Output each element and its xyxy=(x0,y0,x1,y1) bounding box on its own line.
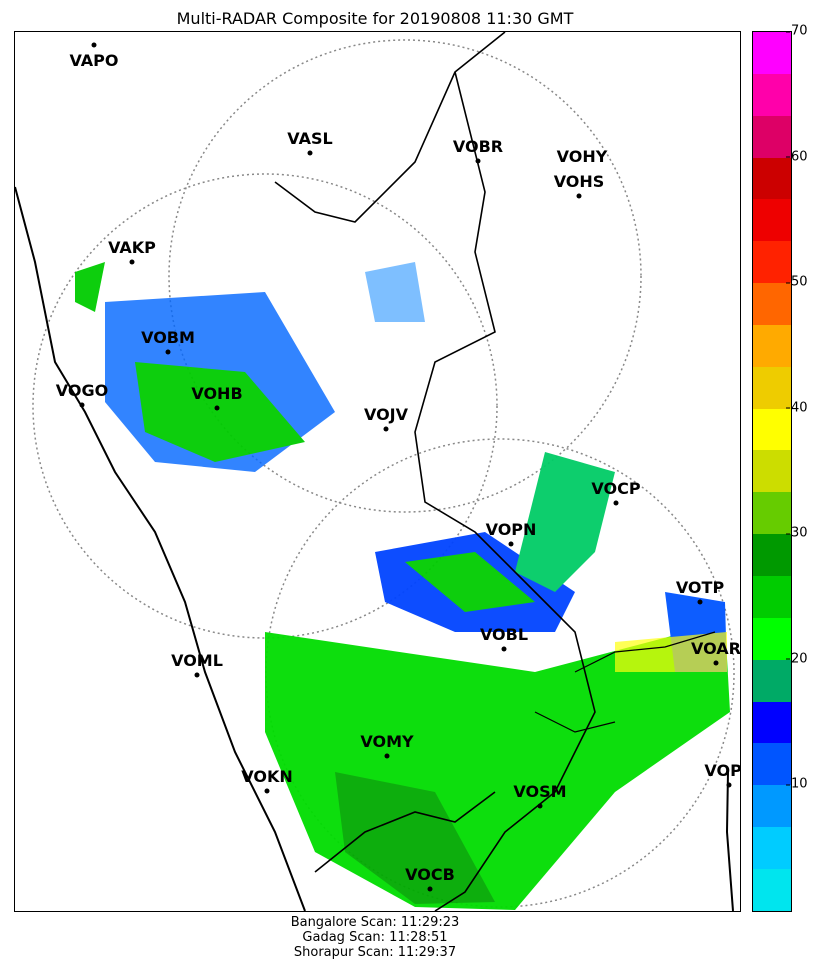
station-dot xyxy=(475,158,481,164)
station-label: VOML xyxy=(171,651,223,670)
colorbar-segment xyxy=(753,241,791,284)
colorbar-segment xyxy=(753,492,791,535)
scan-time-gadag: Gadag Scan: 11:28:51 xyxy=(302,930,448,945)
station-label: VOHB xyxy=(191,384,243,403)
station-label: VOBR xyxy=(452,137,504,156)
map-title: Multi-RADAR Composite for 20190808 11:30… xyxy=(176,9,574,28)
colorbar-tick-label: 30 xyxy=(786,525,808,541)
colorbar-tick-label: 70 xyxy=(786,23,808,39)
station-dot xyxy=(165,349,171,355)
colorbar-segment xyxy=(753,743,791,786)
colorbar-segment xyxy=(753,283,791,325)
station-label: VOPC xyxy=(704,761,741,780)
station-dot xyxy=(537,803,543,809)
colorbar-segment xyxy=(753,575,791,618)
station-dot xyxy=(264,788,270,794)
colorbar-segment xyxy=(753,659,791,702)
station-label: VASL xyxy=(287,129,333,148)
station-dot xyxy=(508,541,514,547)
colorbar-tick-label: 10 xyxy=(786,776,808,792)
range-ring-shorapur xyxy=(168,39,642,513)
station-label: VAKP xyxy=(108,238,156,257)
station-label: VOHY xyxy=(556,147,608,166)
colorbar-segment xyxy=(753,785,791,828)
station-label: VOTP xyxy=(675,578,725,597)
station-dot xyxy=(79,402,85,408)
station-label: VOMY xyxy=(360,732,414,751)
station-dot xyxy=(697,599,703,605)
colorbar-segment xyxy=(753,115,791,158)
station-label: VOBL xyxy=(479,625,529,644)
colorbar-segment xyxy=(753,408,791,451)
state-boundary xyxy=(274,32,596,911)
station-label: VOSM xyxy=(513,782,567,801)
colorbar-tick-label: 60 xyxy=(786,149,808,165)
colorbar-segment xyxy=(753,868,791,911)
station-label: VAPO xyxy=(69,51,119,70)
map-canvas xyxy=(15,32,735,911)
colorbar-segment xyxy=(753,827,791,869)
colorbar-segment xyxy=(753,617,791,660)
scan-time-bangalore: Bangalore Scan: 11:29:23 xyxy=(290,915,460,930)
station-label: VOPN xyxy=(485,520,537,539)
station-dot xyxy=(91,42,97,48)
station-dot xyxy=(576,193,582,199)
colorbar-tick-label: 50 xyxy=(786,274,808,290)
colorbar-segment xyxy=(753,701,791,744)
east-coastline xyxy=(725,771,734,911)
colorbar-segment xyxy=(753,324,791,367)
station-label: VOCB xyxy=(405,865,455,884)
colorbar-tick-label: 40 xyxy=(786,400,808,416)
station-dot xyxy=(713,660,719,666)
colorbar-segment xyxy=(753,450,791,493)
station-dot xyxy=(501,646,507,652)
colorbar-segment xyxy=(753,32,791,74)
station-label: VOKN xyxy=(241,767,293,786)
station-dot xyxy=(383,426,389,432)
station-label: VOAR xyxy=(691,639,741,658)
station-label: VOJV xyxy=(363,405,409,424)
radar-map: VAPO VASL VOBR VOHY VOHS VAKP VOBM VOGO … xyxy=(14,31,741,912)
station-dot xyxy=(307,150,313,156)
colorbar-segment xyxy=(753,366,791,409)
colorbar-segment xyxy=(753,199,791,242)
station-dot xyxy=(613,500,619,506)
station-label: VOBM xyxy=(141,328,195,347)
colorbar-segment xyxy=(753,157,791,200)
radar-echoes xyxy=(75,262,730,910)
colorbar-segment xyxy=(753,534,791,576)
station-dot xyxy=(214,405,220,411)
station-dot xyxy=(384,753,390,759)
state-boundary-south xyxy=(314,791,496,873)
station-label: VOHS xyxy=(553,172,605,191)
reflectivity-colorbar xyxy=(752,31,792,912)
colorbar-tick-label: 20 xyxy=(786,651,808,667)
station-dot xyxy=(129,259,135,265)
range-ring-bangalore xyxy=(265,438,735,908)
station-label: VOCP xyxy=(591,479,641,498)
scan-time-shorapur: Shorapur Scan: 11:29:37 xyxy=(293,945,457,960)
district-boundary xyxy=(534,631,716,733)
station-label: VOGO xyxy=(55,381,109,400)
range-ring-gadag xyxy=(32,173,498,639)
colorbar-segment xyxy=(753,73,791,116)
coastline xyxy=(15,186,306,911)
station-dot xyxy=(427,886,433,892)
station-dot xyxy=(194,672,200,678)
station-dot xyxy=(726,782,732,788)
